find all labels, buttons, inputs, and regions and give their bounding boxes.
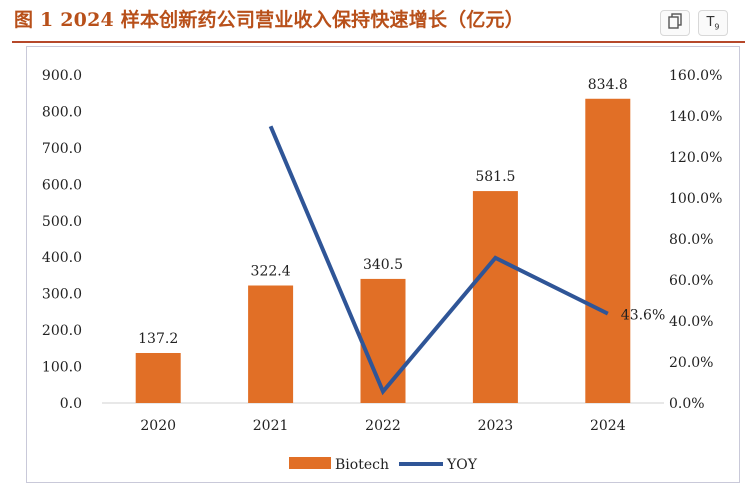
- bar-data-label: 340.5: [363, 257, 403, 273]
- y-left-tick-label: 300.0: [42, 287, 82, 303]
- title-underline: [12, 41, 745, 43]
- y-right-tick-label: 140.0%: [669, 109, 722, 125]
- legend-label-biotech: Biotech: [335, 457, 389, 473]
- line-layer: [268, 125, 609, 396]
- y-right-tick-label: 160.0%: [669, 68, 722, 84]
- bars-layer: [135, 98, 631, 403]
- y-right-tick-label: 0.0%: [669, 396, 705, 412]
- labels-layer: 137.2 322.4 340.5 581.5 834.8 43.6%: [138, 77, 665, 347]
- legend-layer: Biotech YOY: [289, 457, 478, 473]
- bar-2024: [585, 98, 631, 403]
- bar-data-label: 137.2: [138, 331, 178, 347]
- x-tick-label: 2020: [140, 418, 176, 434]
- y-right-tick-label: 60.0%: [669, 273, 713, 289]
- y-left-tick-label: 500.0: [42, 214, 82, 230]
- x-tick-label: 2021: [253, 418, 289, 434]
- bar-2022: [360, 278, 406, 403]
- y-right-tick-label: 80.0%: [669, 232, 713, 248]
- x-tick-label: 2022: [365, 418, 401, 434]
- bar-data-label: 581.5: [475, 169, 515, 185]
- yoy-line: [268, 125, 609, 396]
- chart-canvas: 0.0 100.0 200.0 300.0 400.0 500.0 600.0 700.0 80…: [42, 68, 722, 473]
- y-left-tick-label: 700.0: [42, 141, 82, 157]
- x-tick-label: 2023: [478, 418, 514, 434]
- y-left-tick-label: 600.0: [42, 177, 82, 193]
- copy-button[interactable]: [660, 10, 690, 36]
- y-left-tick-label: 800.0: [42, 104, 82, 120]
- y-right-tick-label: 120.0%: [669, 150, 722, 166]
- y-left-tick-label: 0.0: [60, 396, 82, 412]
- axes-layer: 0.0 100.0 200.0 300.0 400.0 500.0 600.0 700.0 80…: [42, 68, 722, 434]
- legend-swatch-biotech: [289, 457, 331, 469]
- y-left-tick-label: 200.0: [42, 323, 82, 339]
- bar-data-label: 322.4: [251, 264, 291, 280]
- chart-title: 图 1 2024 样本创新药公司营业收入保持快速增长（亿元）: [14, 9, 524, 31]
- y-left-tick-label: 100.0: [42, 360, 82, 376]
- translate-button[interactable]: T9: [698, 10, 728, 36]
- x-tick-label: 2024: [590, 418, 626, 434]
- chart-frame: 0.0 100.0 200.0 300.0 400.0 500.0 600.0 700.0 80…: [26, 46, 740, 483]
- translate-sub: 9: [714, 22, 720, 32]
- y-right-tick-label: 100.0%: [669, 191, 722, 207]
- y-left-tick-label: 900.0: [42, 68, 82, 84]
- y-left-tick-label: 400.0: [42, 250, 82, 266]
- y-right-tick-label: 40.0%: [669, 314, 713, 330]
- yoy-data-label: 43.6%: [621, 308, 665, 324]
- bar-2021: [248, 285, 294, 403]
- translate-glyph: T: [706, 14, 715, 30]
- bar-2023: [472, 191, 518, 403]
- bar-2020: [135, 352, 181, 403]
- bar-data-label: 834.8: [588, 77, 628, 93]
- copy-icon: [668, 13, 682, 33]
- y-right-tick-label: 20.0%: [669, 355, 713, 371]
- translate-icon: T9: [706, 15, 719, 32]
- legend-label-yoy: YOY: [446, 457, 478, 473]
